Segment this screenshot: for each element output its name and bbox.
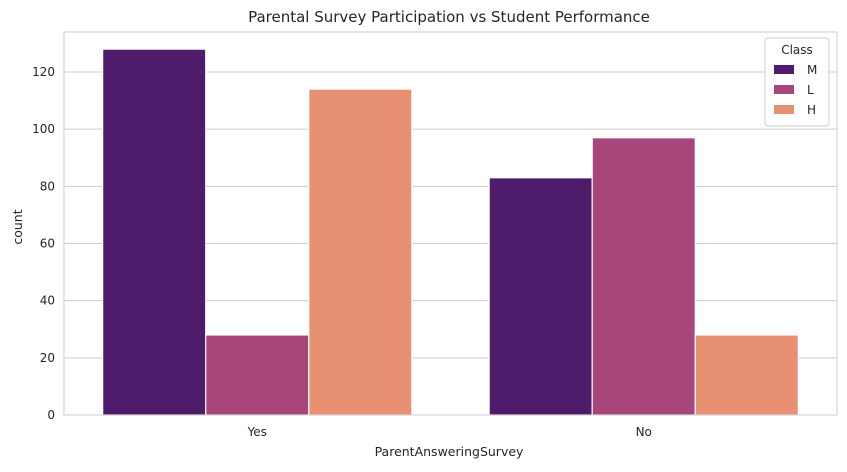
x-axis-label: ParentAnsweringSurvey xyxy=(375,444,524,459)
y-axis-ticks: 0 20 40 60 80 100 120 xyxy=(32,65,55,422)
chart-title: Parental Survey Participation vs Student… xyxy=(248,8,650,26)
x-tick-label: No xyxy=(636,425,652,439)
x-axis-ticks: Yes No xyxy=(247,425,652,439)
bar-L-No xyxy=(591,137,696,416)
y-axis-label: count xyxy=(10,209,25,244)
legend-box xyxy=(764,37,830,127)
bar-M-No xyxy=(488,177,593,416)
y-tick-label: 40 xyxy=(40,294,55,308)
legend-label-H: H xyxy=(807,103,816,117)
bar-H-Yes xyxy=(308,88,413,416)
y-tick-label: 120 xyxy=(32,65,55,79)
legend-label-M: M xyxy=(807,63,817,77)
legend-swatch-M xyxy=(774,65,794,74)
legend-label-L: L xyxy=(807,83,814,97)
bar-M-Yes xyxy=(102,48,207,416)
legend-swatch-L xyxy=(774,85,794,94)
legend: Class MLH xyxy=(764,37,830,127)
y-tick-label: 60 xyxy=(40,237,55,251)
y-tick-label: 0 xyxy=(47,408,55,422)
legend-title: Class xyxy=(781,43,813,57)
legend-swatch-H xyxy=(774,105,794,114)
bar-H-No xyxy=(694,334,799,416)
y-tick-label: 80 xyxy=(40,179,55,193)
y-tick-label: 100 xyxy=(32,122,55,136)
bars xyxy=(102,48,799,416)
y-tick-label: 20 xyxy=(40,351,55,365)
bar-L-Yes xyxy=(205,334,310,416)
x-tick-label: Yes xyxy=(247,425,267,439)
plot-frame xyxy=(63,31,838,416)
